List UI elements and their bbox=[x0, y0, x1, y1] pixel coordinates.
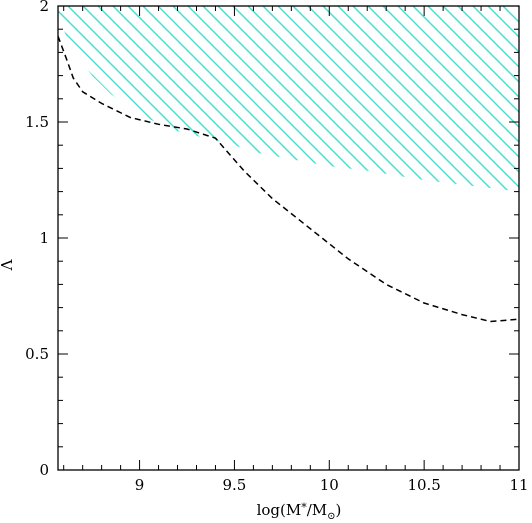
hatch-line bbox=[97, 6, 299, 192]
hatch-line bbox=[292, 6, 494, 192]
hatch-line bbox=[517, 6, 519, 192]
tick-labels: 9 9.5 10 10.5 11 0 0.5 1 1.5 2 bbox=[25, 0, 528, 494]
hatch-line bbox=[157, 6, 359, 192]
hatch-line bbox=[112, 6, 314, 192]
hatch-line bbox=[127, 6, 329, 192]
series-group bbox=[58, 35, 519, 323]
hatch-line bbox=[202, 6, 404, 192]
hatch-line bbox=[397, 6, 519, 192]
hatch-line bbox=[58, 6, 179, 192]
hatch-line bbox=[322, 6, 519, 192]
x-tick-label: 10.5 bbox=[407, 476, 440, 494]
hatch-line bbox=[217, 6, 419, 192]
hatch-line bbox=[58, 6, 239, 192]
y-axis-title: Λ bbox=[0, 259, 16, 271]
hatch-line bbox=[58, 6, 194, 192]
hatch-line bbox=[352, 6, 519, 192]
hatch-line bbox=[232, 6, 434, 192]
dashed-series-line bbox=[58, 35, 519, 323]
hatch-line bbox=[247, 6, 449, 192]
hatch-line bbox=[58, 6, 224, 192]
hatch-line bbox=[58, 6, 59, 192]
x-tick-label: 10 bbox=[320, 476, 339, 494]
x-tick-label: 9.5 bbox=[223, 476, 247, 494]
x-axis-title: log(M*/M⊙) bbox=[257, 501, 342, 522]
hatch-line bbox=[58, 6, 149, 192]
hatch-line bbox=[472, 6, 519, 192]
hatch-line bbox=[58, 6, 119, 192]
hatch-line bbox=[58, 6, 89, 192]
hatch-line bbox=[442, 6, 519, 192]
y-tick-label: 2 bbox=[39, 0, 49, 15]
hatch-line bbox=[58, 6, 104, 192]
hatch-line bbox=[487, 6, 519, 192]
y-tick-label: 0 bbox=[39, 461, 49, 479]
y-tick-label: 1.5 bbox=[25, 113, 49, 131]
x-tick-label: 9 bbox=[135, 476, 145, 494]
hatch-line bbox=[172, 6, 374, 192]
hatch-line bbox=[262, 6, 464, 192]
hatch-line bbox=[307, 6, 509, 192]
hatch-line bbox=[277, 6, 479, 192]
hatch-line bbox=[187, 6, 389, 192]
hatch-lines bbox=[58, 6, 519, 192]
hatched-region bbox=[58, 6, 519, 192]
hatch-line bbox=[67, 6, 269, 192]
hatch-line bbox=[427, 6, 519, 192]
hatch-line bbox=[58, 6, 74, 192]
hatch-line bbox=[412, 6, 519, 192]
hatch-line bbox=[337, 6, 519, 192]
hatch-line bbox=[382, 6, 519, 192]
x-tick-label: 11 bbox=[509, 476, 528, 494]
y-tick-label: 0.5 bbox=[25, 345, 49, 363]
y-tick-label: 1 bbox=[39, 229, 49, 247]
axis-ticks bbox=[58, 5, 520, 471]
hatch-line bbox=[457, 6, 519, 192]
hatch-line bbox=[82, 6, 284, 192]
hatch-line bbox=[367, 6, 519, 192]
hatch-line bbox=[142, 6, 344, 192]
hatch-line bbox=[58, 6, 254, 192]
